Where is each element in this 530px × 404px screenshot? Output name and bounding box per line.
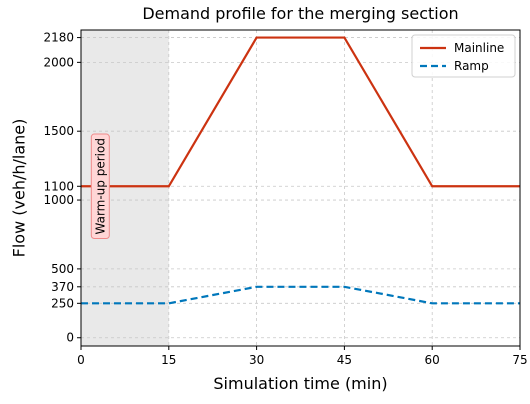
y-tick-label: 1000 [43, 193, 74, 207]
y-tick-label: 500 [51, 262, 74, 276]
y-tick-label: 0 [66, 331, 74, 345]
legend-label-ramp: Ramp [454, 59, 489, 73]
warm-up-label: Warm-up period [93, 138, 107, 234]
warm-up-label-box [90, 133, 110, 240]
x-tick-label: 60 [425, 353, 440, 367]
x-tick-label: 30 [249, 353, 264, 367]
x-tick-label: 75 [512, 353, 527, 367]
y-tick-label: 370 [51, 280, 74, 294]
chart-title: Demand profile for the merging section [142, 4, 458, 23]
x-tick-label: 0 [77, 353, 85, 367]
y-tick-label: 2000 [43, 55, 74, 69]
series-line-mainline [81, 36, 520, 188]
x-tick-label: 15 [161, 353, 176, 367]
series-line-ramp [81, 285, 520, 305]
y-tick-label: 1500 [43, 124, 74, 138]
warm-up-annotation: Warm-up period [90, 133, 110, 240]
plot-frame [80, 29, 521, 347]
y-axis-label: Flow (veh/h/lane) [10, 119, 29, 258]
x-tick-label: 45 [337, 353, 352, 367]
x-axis-label: Simulation time (min) [213, 374, 387, 393]
y-tick-label: 1100 [43, 179, 74, 193]
legend-label-mainline: Mainline [454, 41, 504, 55]
y-tick-label: 250 [51, 296, 74, 310]
y-tick-label: 2180 [43, 31, 74, 45]
